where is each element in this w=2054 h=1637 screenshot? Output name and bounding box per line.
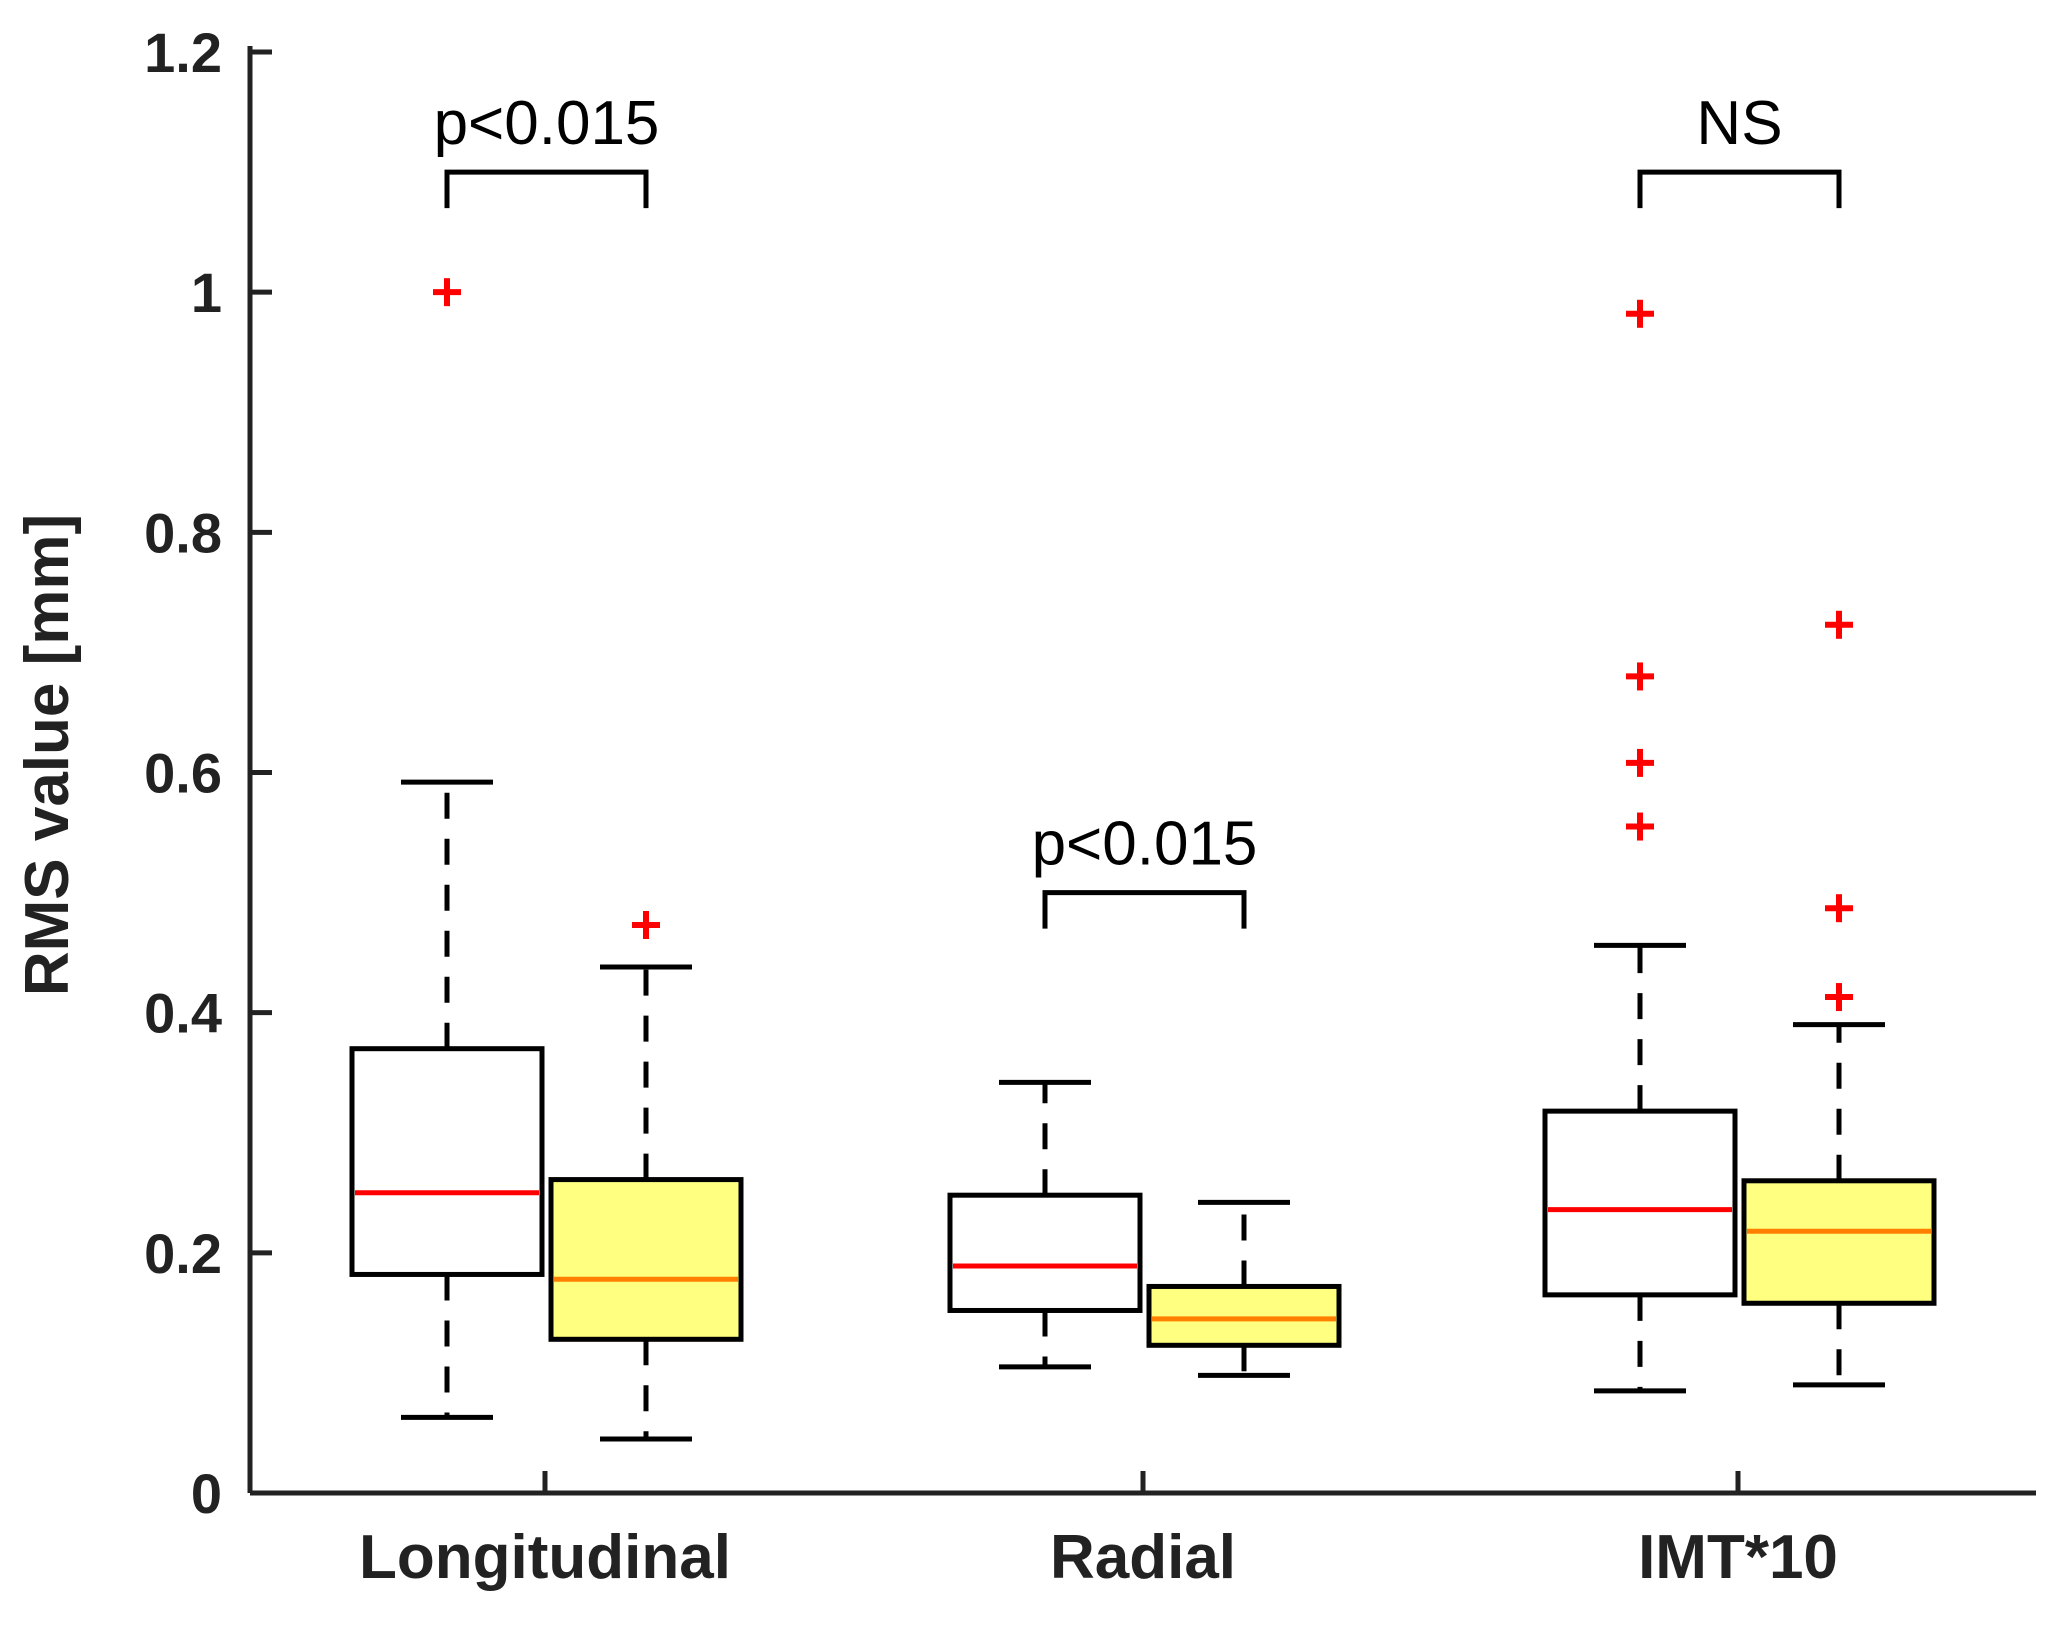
outlier-marker bbox=[1626, 812, 1654, 841]
box-group-1-longitudinal bbox=[349, 278, 545, 1420]
box-group-1-imt10 bbox=[1542, 299, 1738, 1394]
outlier-marker bbox=[1825, 610, 1853, 639]
x-tick-label: Longitudinal bbox=[359, 1523, 731, 1592]
bracket-longitudinal: p<0.015 bbox=[434, 89, 660, 209]
significance-annotations: p<0.015 p<0.015 NS bbox=[434, 89, 1842, 929]
bracket-line bbox=[444, 169, 649, 209]
bracket-imt10: NS bbox=[1637, 89, 1842, 209]
y-tick-label: 0.4 bbox=[144, 982, 222, 1045]
outlier-marker bbox=[433, 278, 461, 307]
plot-area bbox=[349, 278, 1937, 1442]
x-tick-label: IMT*10 bbox=[1638, 1523, 1838, 1592]
iqr-box bbox=[1741, 1178, 1937, 1306]
y-tick-label: 1 bbox=[191, 261, 222, 324]
outlier-marker bbox=[1825, 983, 1853, 1012]
bracket-radial: p<0.015 bbox=[1032, 810, 1258, 929]
bracket-line bbox=[1637, 169, 1842, 209]
iqr-box bbox=[1146, 1283, 1342, 1348]
outlier-marker bbox=[1626, 662, 1654, 691]
box-group-2-longitudinal bbox=[548, 911, 744, 1442]
box-group-2-radial bbox=[1146, 1199, 1342, 1378]
y-tick-label: 1.2 bbox=[144, 21, 222, 84]
iqr-box bbox=[1542, 1108, 1738, 1298]
y-axis-title: RMS value [mm] bbox=[13, 514, 82, 996]
bracket-line bbox=[1042, 890, 1247, 929]
y-tick-label: 0.2 bbox=[144, 1222, 222, 1285]
outlier-marker bbox=[632, 911, 660, 940]
iqr-box bbox=[947, 1192, 1143, 1313]
box-group-1-radial bbox=[947, 1079, 1143, 1370]
axes: 0 0.2 0.4 0.6 0.8 1 1.2 Longitudinal Radial IMT*1… bbox=[144, 21, 2036, 1592]
significance-label: p<0.015 bbox=[1032, 810, 1258, 879]
box-group-2-imt10 bbox=[1741, 610, 1937, 1388]
significance-label: NS bbox=[1696, 89, 1782, 158]
x-tick-label: Radial bbox=[1050, 1523, 1236, 1592]
y-tick-label: 0.8 bbox=[144, 501, 222, 564]
outlier-marker bbox=[1825, 894, 1853, 923]
outlier-marker bbox=[1626, 299, 1654, 328]
y-tick-label: 0 bbox=[191, 1462, 222, 1525]
iqr-box bbox=[349, 1046, 545, 1277]
iqr-box bbox=[548, 1177, 744, 1342]
significance-label: p<0.015 bbox=[434, 89, 660, 158]
y-tick-label: 0.6 bbox=[144, 742, 222, 805]
outlier-marker bbox=[1626, 748, 1654, 777]
